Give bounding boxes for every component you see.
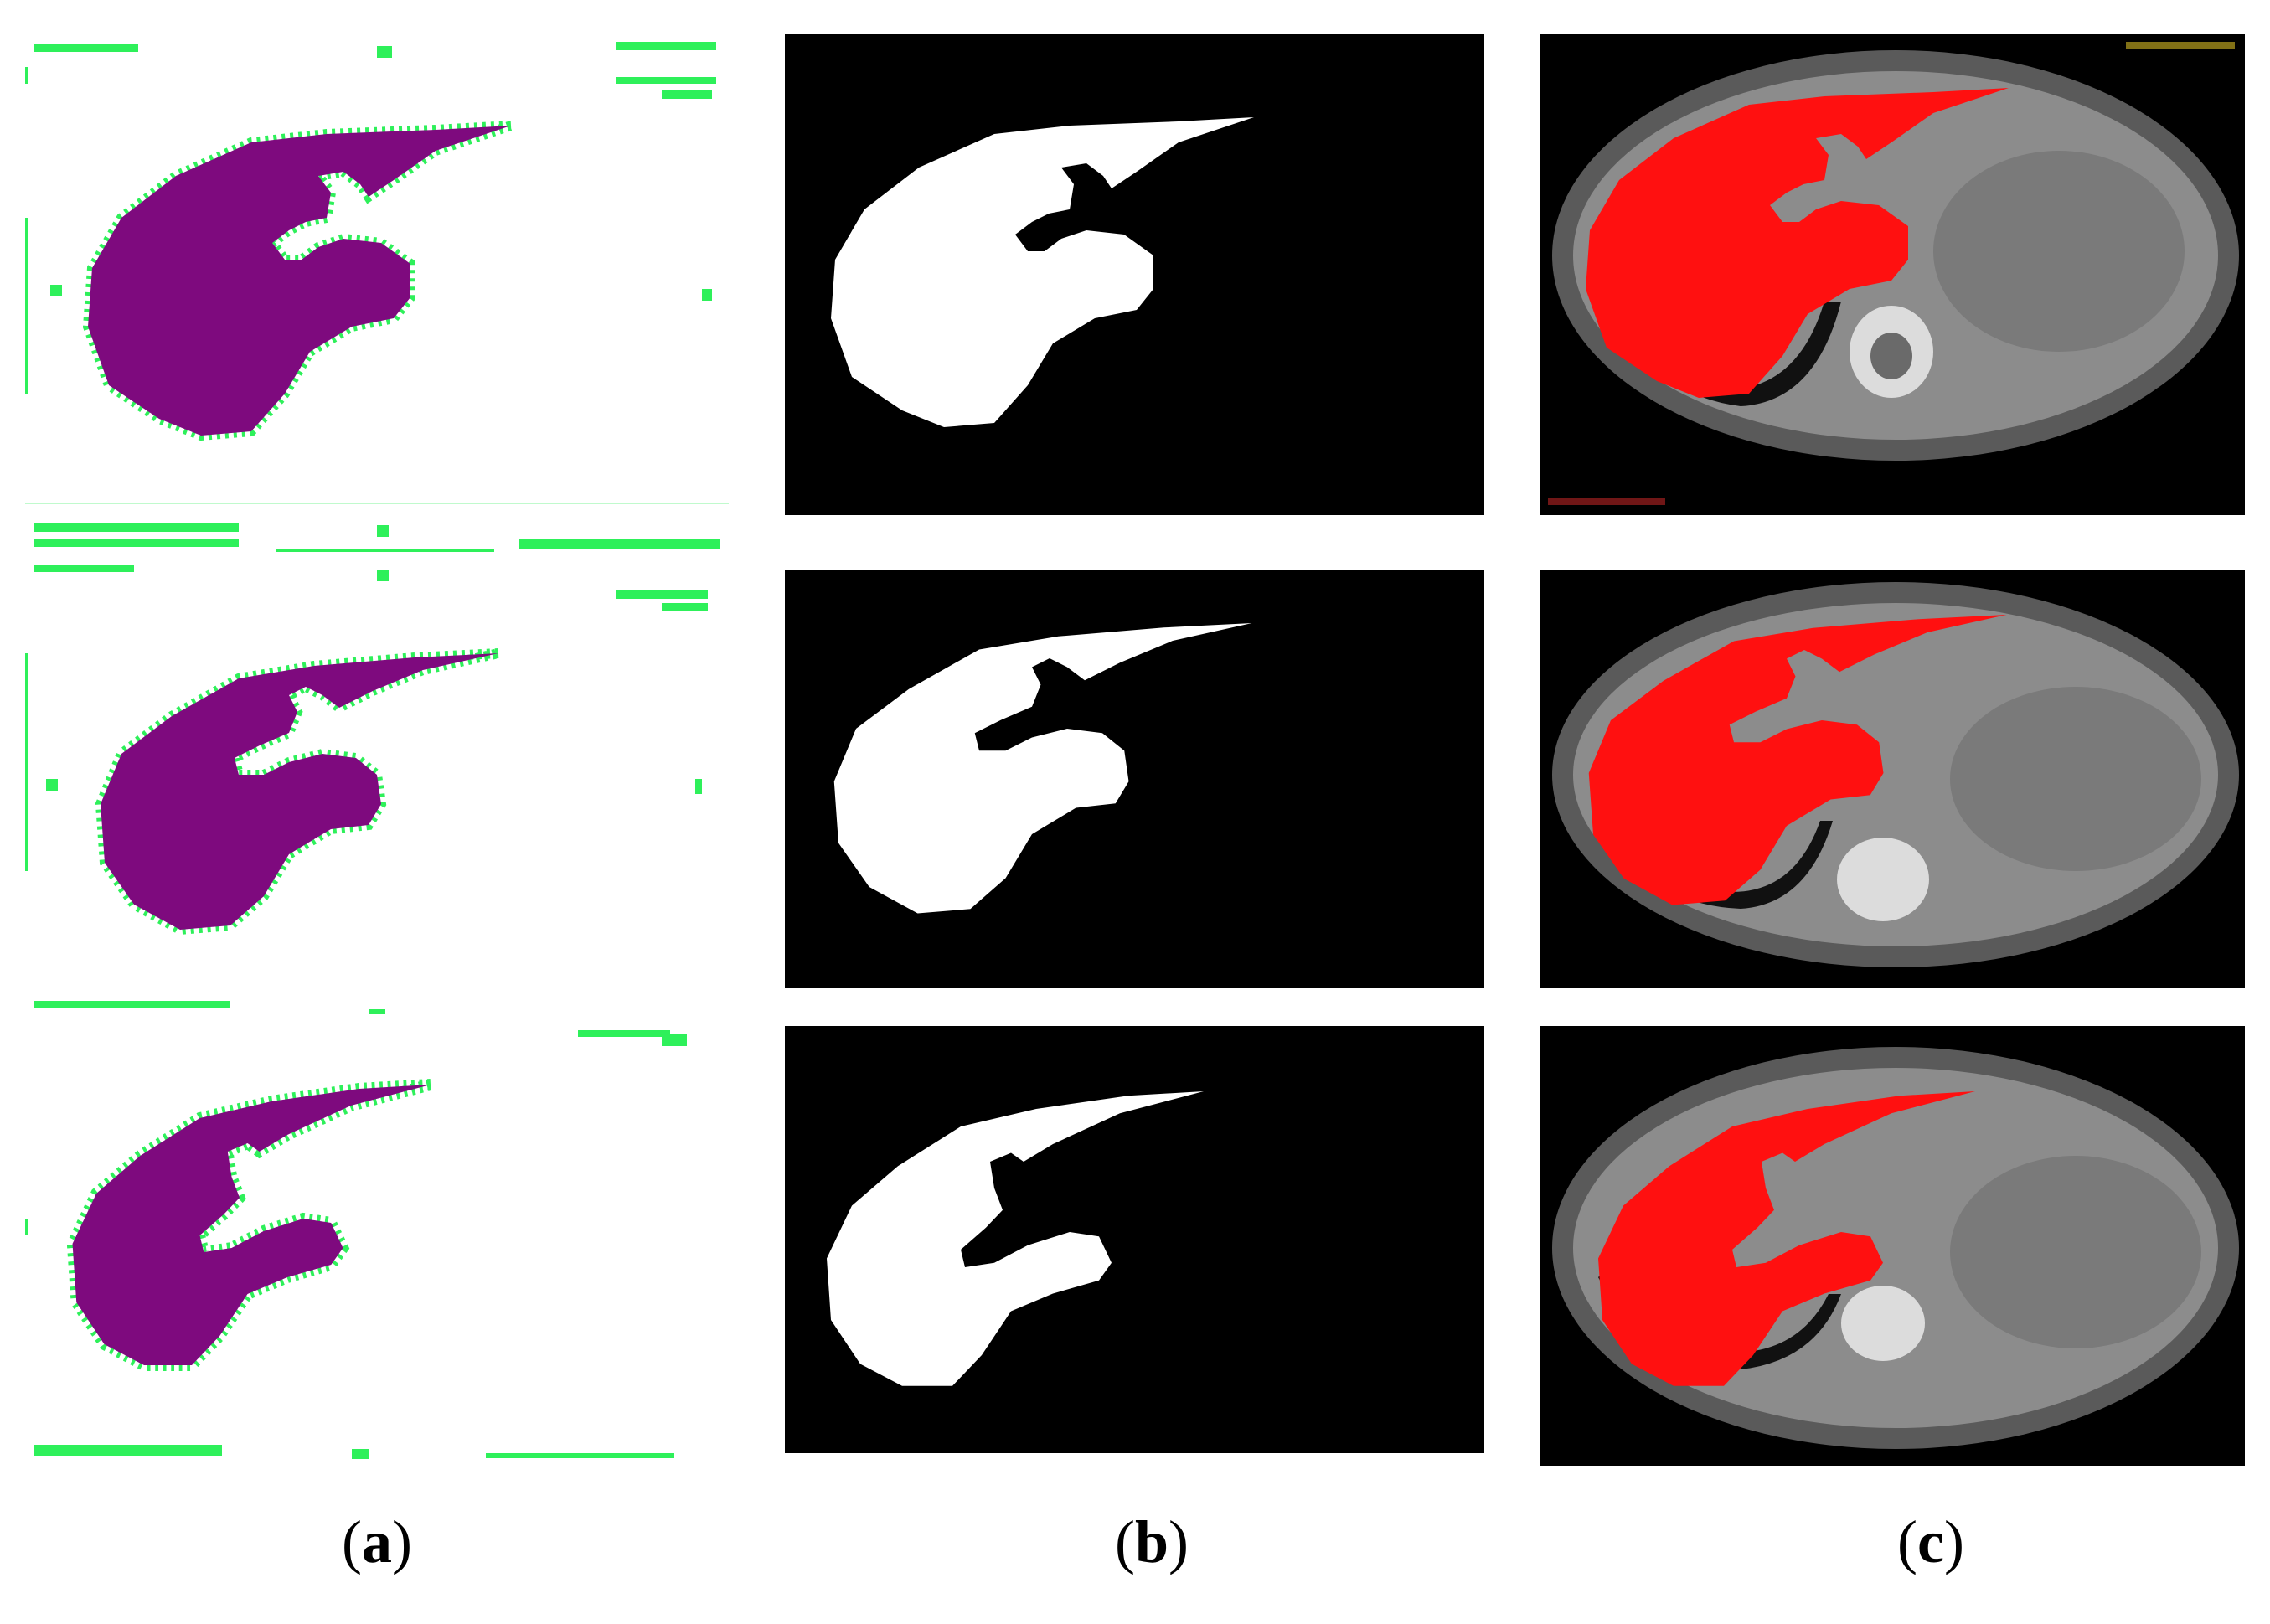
caption-a: (a): [342, 1508, 412, 1575]
panel-b-row2: [785, 570, 1484, 988]
panel-c-row1: [1540, 34, 2245, 515]
panel-a-row3: [25, 992, 729, 1474]
panel-b-row3: [785, 1026, 1484, 1453]
panel-b-row1: [785, 34, 1484, 515]
panel-c-row3: [1540, 1026, 2245, 1466]
panel-a-row1: [25, 34, 729, 515]
caption-b: (b): [1114, 1508, 1189, 1575]
panel-c-row2: [1540, 570, 2245, 988]
panel-a-row2: [25, 515, 729, 967]
caption-c: (c): [1897, 1508, 1964, 1575]
